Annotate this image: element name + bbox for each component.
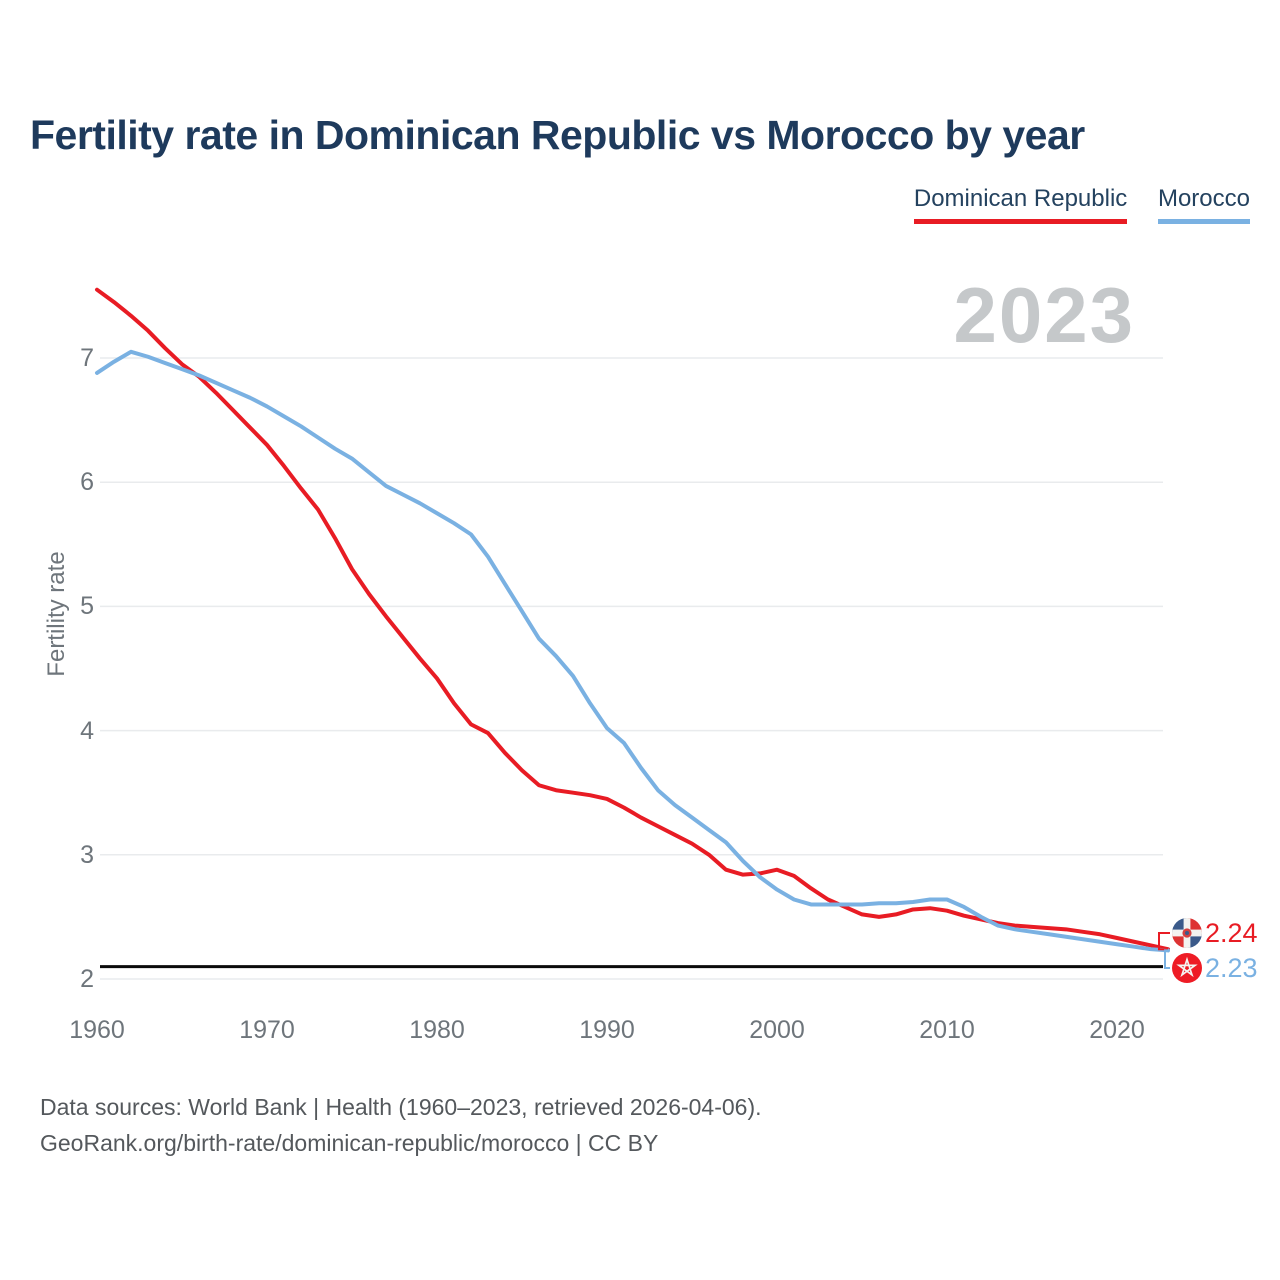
x-tick-label-2010: 2010: [919, 1016, 975, 1044]
dominican-republic-flag-icon: [1172, 918, 1202, 948]
morocco-leader-line: [1164, 949, 1170, 969]
x-tick-label-1980: 1980: [409, 1016, 465, 1044]
dominican-republic-series-line[interactable]: [95, 287, 1170, 952]
x-tick-label-2000: 2000: [749, 1016, 805, 1044]
y-tick-label-3: 3: [80, 840, 94, 869]
chart-title: Fertility rate in Dominican Republic vs …: [30, 112, 1085, 158]
footer-source-line: Data sources: World Bank | Health (1960–…: [40, 1094, 762, 1120]
y-tick-label-2: 2: [80, 965, 94, 993]
x-tick-label-1960: 1960: [69, 1016, 125, 1044]
morocco-end-value: 2.23: [1205, 953, 1258, 983]
y-tick-label-6: 6: [80, 468, 94, 497]
x-tick-label-1970: 1970: [239, 1016, 295, 1044]
y-tick-label-7: 7: [80, 344, 94, 372]
year-watermark: 2023: [953, 271, 1135, 359]
y-tick-label-5: 5: [80, 592, 94, 621]
legend-item-dominican-republic[interactable]: Dominican Republic: [913, 185, 1128, 224]
morocco-flag-icon: [1172, 953, 1202, 983]
legend: Dominican Republic Morocco: [890, 185, 1250, 224]
x-tick-label-1990: 1990: [579, 1016, 635, 1044]
legend-item-morocco[interactable]: Morocco: [1157, 185, 1250, 224]
legend-label-morocco: Morocco: [1157, 185, 1250, 212]
footer: Data sources: World Bank | Health (1960–…: [40, 1089, 762, 1161]
x-tick-label-2020: 2020: [1089, 1016, 1145, 1044]
dominican-republic-leader-line: [1158, 932, 1170, 951]
y-tick-label-4: 4: [80, 716, 94, 745]
footer-url-line: GeoRank.org/birth-rate/dominican-republi…: [40, 1130, 659, 1156]
dominican-republic-end-value: 2.24: [1205, 918, 1258, 948]
legend-label-dominican-republic: Dominican Republic: [913, 185, 1128, 212]
morocco-series-line[interactable]: [95, 349, 1170, 953]
